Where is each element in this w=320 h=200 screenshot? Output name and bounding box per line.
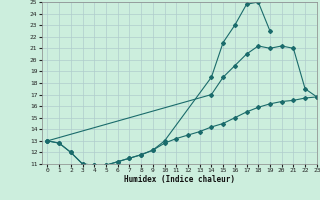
X-axis label: Humidex (Indice chaleur): Humidex (Indice chaleur) <box>124 175 235 184</box>
